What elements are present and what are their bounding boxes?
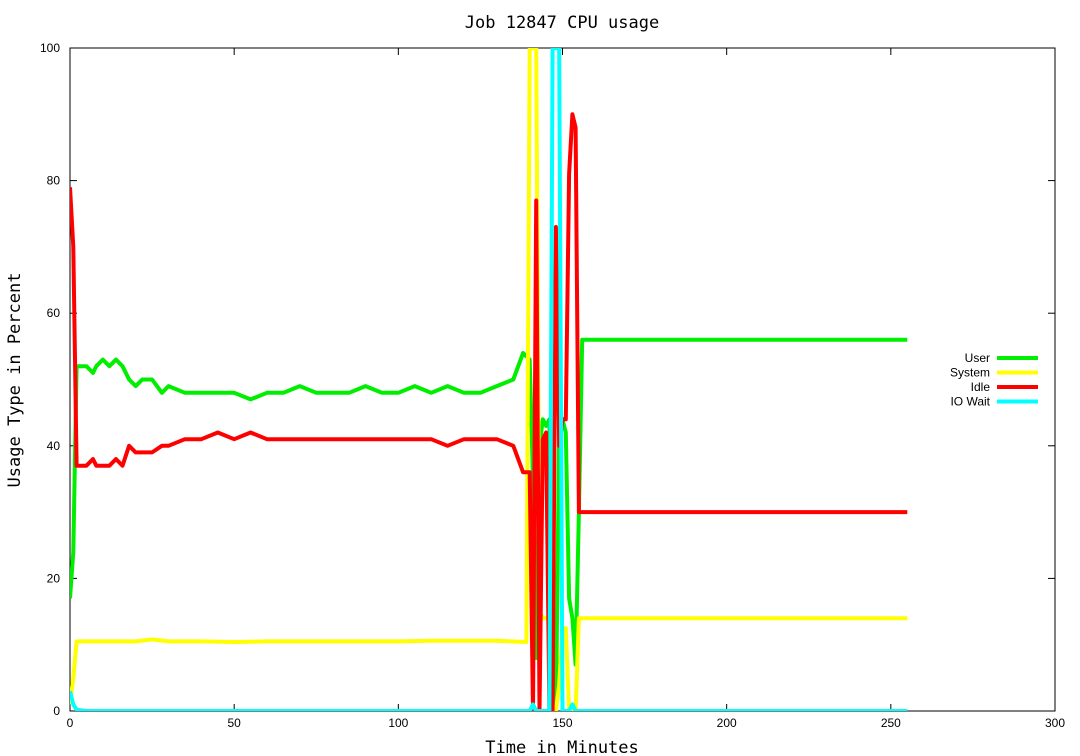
y-tick-label: 100 [40,41,60,55]
y-tick-label: 60 [47,306,61,320]
x-tick-label: 100 [388,716,408,730]
x-tick-label: 300 [1045,716,1065,730]
legend-label-system: System [950,366,990,380]
legend-label-user: User [965,351,990,365]
series-line-user [70,337,908,711]
y-axis: 0 20 40 60 80 100 [40,41,1055,718]
series-line-io-wait [70,48,908,711]
legend-label-idle: Idle [971,380,991,394]
y-tick-label: 0 [53,704,60,718]
x-axis: 0 50 100 150 200 250 300 [67,48,1065,730]
y-tick-label: 40 [47,439,61,453]
chart-title: Job 12847 CPU usage [465,13,659,33]
x-tick-label: 0 [67,716,74,730]
y-tick-label: 80 [47,174,61,188]
x-tick-label: 200 [717,716,737,730]
x-tick-label: 250 [881,716,901,730]
series-line-system [70,48,908,711]
legend-label-io-wait: IO Wait [950,395,990,409]
y-axis-label: Usage Type in Percent [5,273,25,488]
y-tick-label: 20 [47,571,61,585]
series-line-idle [70,112,908,711]
x-tick-label: 50 [227,716,241,730]
series-lines [70,48,908,711]
x-tick-label: 150 [552,716,572,730]
x-axis-label: Time in Minutes [485,738,639,756]
